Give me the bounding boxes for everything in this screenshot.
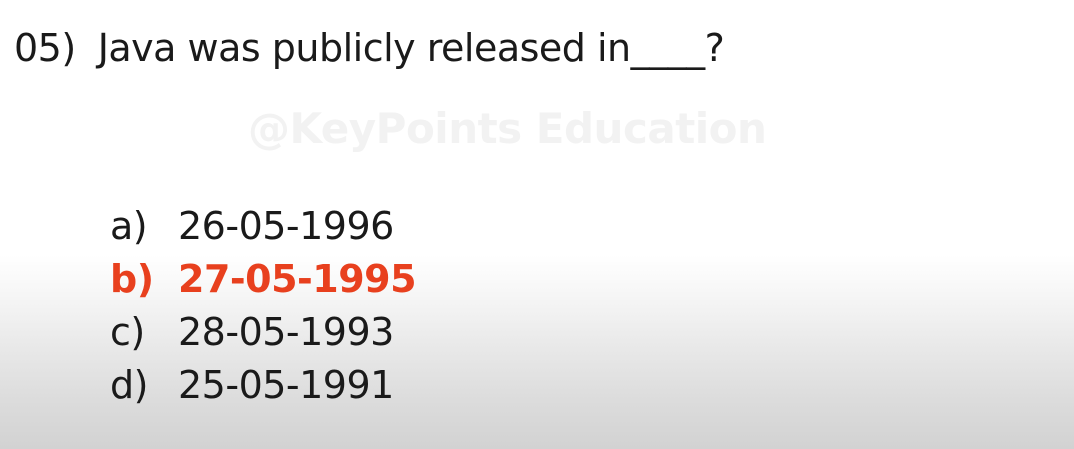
option-a-text: 26-05-1996 [178, 204, 394, 248]
option-c-letter: c) [110, 310, 145, 354]
option-b-text: 27-05-1995 [178, 257, 417, 301]
option-b-correct: b) 27-05-1995 [110, 253, 417, 306]
question-number: 05) [14, 26, 76, 70]
question-heading: 05) Java was publicly released in____? [14, 22, 725, 74]
option-c-text: 28-05-1993 [178, 310, 394, 354]
answer-options-list: a) 26-05-1996 b) 27-05-1995 c) 28-05-1993 d… [110, 200, 417, 412]
option-d: d) 25-05-1991 [110, 359, 416, 412]
question-text: Java was publicly released in____? [97, 26, 725, 70]
watermark: @KeyPoints Education [248, 104, 767, 153]
option-a: a) 26-05-1996 [110, 200, 416, 253]
option-a-letter: a) [110, 204, 148, 248]
option-d-text: 25-05-1991 [178, 363, 394, 407]
option-b-letter: b) [110, 257, 154, 301]
option-d-letter: d) [110, 363, 148, 407]
option-c: c) 28-05-1993 [110, 306, 416, 359]
